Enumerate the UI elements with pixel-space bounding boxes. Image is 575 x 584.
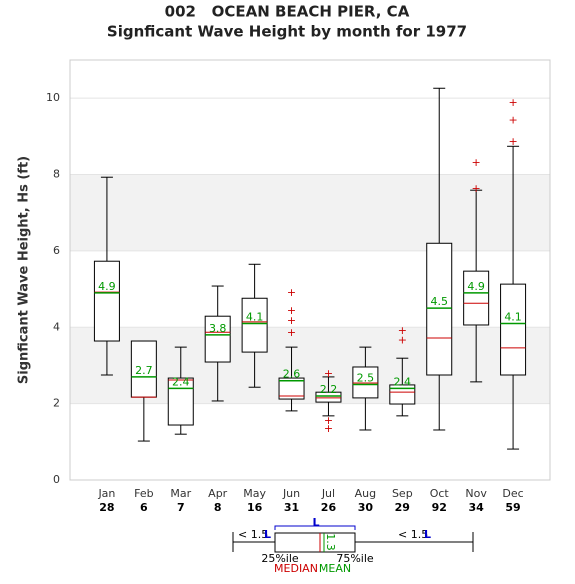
box bbox=[500, 283, 527, 376]
outlier: + bbox=[324, 367, 333, 380]
y-axis-label: Signficant Wave Height, Hs (ft) bbox=[17, 156, 32, 384]
y-tick-label: 10 bbox=[46, 91, 60, 104]
x-tick-label: Jan bbox=[97, 487, 115, 500]
count-label: 29 bbox=[395, 501, 410, 514]
outlier: + bbox=[287, 326, 296, 339]
box bbox=[463, 270, 490, 326]
x-tick-label: Nov bbox=[465, 487, 487, 500]
legend-box bbox=[274, 532, 356, 553]
outlier: + bbox=[287, 286, 296, 299]
count-label: 6 bbox=[140, 501, 148, 514]
outlier: + bbox=[472, 156, 481, 169]
legend-mean-label: MEAN bbox=[319, 562, 351, 575]
legend-median-label: MEDIAN bbox=[274, 562, 318, 575]
legend-q3: 75%ile bbox=[336, 552, 374, 565]
mean-label: 4.1 bbox=[246, 310, 264, 323]
legend-left: < 1.5 bbox=[238, 528, 268, 541]
mean-label: 4.5 bbox=[430, 295, 448, 308]
count-label: 26 bbox=[321, 501, 337, 514]
outlier: + bbox=[324, 414, 333, 427]
mean-label: 4.9 bbox=[467, 280, 485, 293]
band bbox=[70, 174, 550, 251]
count-label: 31 bbox=[284, 501, 299, 514]
x-tick-label: Oct bbox=[430, 487, 450, 500]
mean-label: 2.2 bbox=[320, 383, 338, 396]
mean-label: 2.7 bbox=[135, 364, 153, 377]
outlier: + bbox=[324, 422, 333, 435]
chart-subtitle: Signficant Wave Height by month for 1977 bbox=[107, 23, 467, 41]
y-tick-label: 6 bbox=[53, 244, 60, 257]
box bbox=[130, 340, 157, 398]
box bbox=[167, 377, 194, 426]
mean-label: 3.8 bbox=[209, 322, 227, 335]
legend-right: < 1.5 bbox=[398, 528, 428, 541]
box bbox=[352, 366, 379, 399]
box bbox=[426, 242, 453, 376]
legend-left-l: L bbox=[264, 528, 271, 541]
count-label: 7 bbox=[177, 501, 185, 514]
y-tick-label: 4 bbox=[53, 320, 60, 333]
plot-area bbox=[70, 60, 550, 480]
mean-label: 2.4 bbox=[394, 375, 412, 388]
outlier: + bbox=[287, 304, 296, 317]
count-label: 59 bbox=[505, 501, 520, 514]
legend-right-l: L bbox=[424, 528, 431, 541]
mean-label: 2.5 bbox=[357, 372, 375, 385]
count-label: 92 bbox=[432, 501, 447, 514]
legend-l: L bbox=[312, 516, 319, 529]
outlier: + bbox=[508, 135, 517, 148]
outlier: + bbox=[508, 113, 517, 126]
mean-label: 2.4 bbox=[172, 375, 190, 388]
y-tick-label: 8 bbox=[53, 168, 60, 181]
count-label: 34 bbox=[468, 501, 484, 514]
x-tick-label: Jul bbox=[321, 487, 335, 500]
x-tick-label: Mar bbox=[170, 487, 191, 500]
count-label: 30 bbox=[358, 501, 374, 514]
count-label: 28 bbox=[99, 501, 114, 514]
y-tick-label: 2 bbox=[53, 397, 60, 410]
x-tick-label: Feb bbox=[134, 487, 153, 500]
box bbox=[241, 297, 268, 353]
count-label: 8 bbox=[214, 501, 222, 514]
outlier: + bbox=[398, 324, 407, 337]
mean-label: 4.9 bbox=[98, 280, 116, 293]
chart-title: 002 OCEAN BEACH PIER, CA bbox=[165, 3, 410, 21]
box bbox=[389, 384, 416, 405]
outlier: + bbox=[287, 314, 296, 327]
y-tick-label: 0 bbox=[53, 473, 60, 486]
box bbox=[93, 260, 120, 342]
count-label: 16 bbox=[247, 501, 263, 514]
legend-q1: 25%ile bbox=[261, 552, 299, 565]
mean-label: 4.1 bbox=[504, 310, 522, 323]
legend-bracket bbox=[274, 525, 356, 530]
x-tick-label: Dec bbox=[502, 487, 523, 500]
box bbox=[204, 315, 231, 363]
x-tick-label: Apr bbox=[208, 487, 228, 500]
outlier: + bbox=[472, 182, 481, 195]
plot-frame bbox=[69, 59, 551, 481]
mean-label: 2.6 bbox=[283, 368, 301, 381]
box bbox=[278, 377, 305, 400]
outlier: + bbox=[398, 333, 407, 346]
x-tick-label: Sep bbox=[392, 487, 413, 500]
x-tick-label: Jun bbox=[282, 487, 300, 500]
box bbox=[315, 391, 342, 403]
x-tick-label: May bbox=[243, 487, 266, 500]
legend-ratio: 1.3 bbox=[324, 533, 337, 551]
x-tick-label: Aug bbox=[355, 487, 376, 500]
outlier: + bbox=[508, 96, 517, 109]
